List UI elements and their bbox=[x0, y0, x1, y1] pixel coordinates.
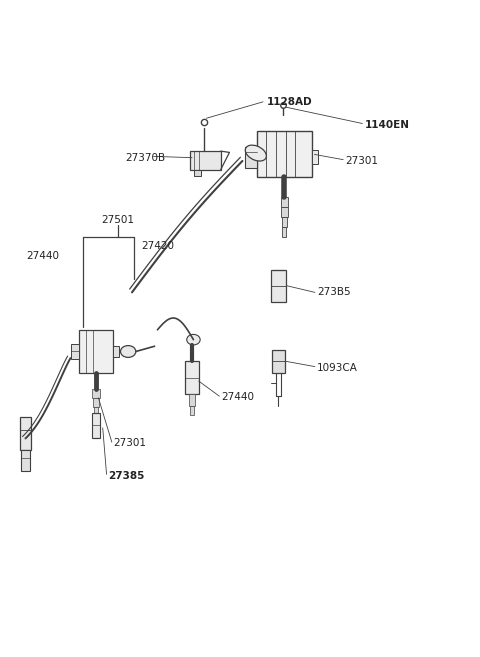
Bar bbox=[94, 407, 98, 415]
Text: 1128AD: 1128AD bbox=[266, 97, 312, 107]
Bar bbox=[93, 397, 99, 407]
Text: 27301: 27301 bbox=[346, 156, 379, 166]
Bar bbox=[71, 344, 79, 359]
Text: 27440: 27440 bbox=[26, 251, 60, 261]
Text: 1093CA: 1093CA bbox=[317, 363, 358, 373]
Bar bbox=[312, 150, 318, 164]
Text: 27301: 27301 bbox=[113, 438, 146, 449]
Bar bbox=[281, 207, 288, 217]
Bar bbox=[189, 394, 195, 406]
Ellipse shape bbox=[245, 145, 266, 161]
Bar bbox=[20, 417, 31, 450]
Bar bbox=[271, 270, 286, 302]
Bar bbox=[79, 330, 113, 373]
Text: 273B5: 273B5 bbox=[317, 287, 350, 298]
Bar bbox=[185, 361, 199, 394]
Ellipse shape bbox=[187, 334, 200, 345]
Bar bbox=[245, 148, 257, 168]
Text: 27440: 27440 bbox=[221, 392, 254, 403]
Bar bbox=[194, 170, 201, 176]
Text: 27501: 27501 bbox=[101, 215, 134, 225]
Bar bbox=[257, 131, 312, 177]
Bar bbox=[282, 217, 287, 227]
Bar bbox=[190, 406, 194, 415]
Bar bbox=[190, 151, 221, 170]
Bar bbox=[92, 413, 100, 438]
Ellipse shape bbox=[120, 346, 136, 357]
Text: 27370B: 27370B bbox=[125, 152, 165, 163]
Bar bbox=[92, 389, 100, 397]
Text: 27385: 27385 bbox=[108, 471, 144, 482]
Bar bbox=[113, 346, 119, 357]
Bar bbox=[21, 450, 30, 471]
Bar bbox=[282, 227, 287, 237]
Bar bbox=[272, 350, 285, 373]
Text: 1140EN: 1140EN bbox=[365, 120, 410, 130]
Text: 27420: 27420 bbox=[142, 241, 175, 252]
Bar bbox=[280, 197, 288, 207]
